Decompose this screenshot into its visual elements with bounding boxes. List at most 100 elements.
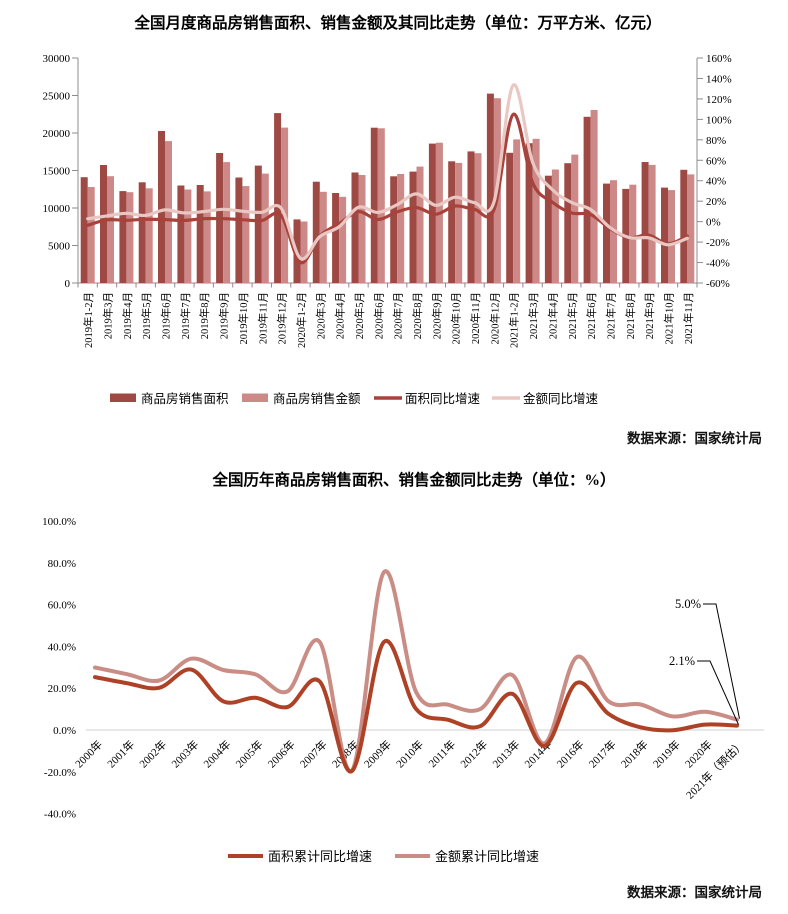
- left-axis-tick-label: 25000: [43, 91, 71, 103]
- annual-y-axis-tick-label: 0.0%: [53, 725, 76, 737]
- annual-x-axis-label: 2001年: [104, 737, 137, 770]
- monthly-chart-title: 全国月度商品房销售面积、销售金额及其同比走势（单位：万平方米、亿元）: [133, 13, 661, 32]
- right-axis-tick-label: 100%: [706, 114, 732, 126]
- monthly-x-axis-label: 2021年7月: [605, 292, 618, 339]
- monthly-x-axis-label: 2021年6月: [585, 292, 598, 339]
- annual-x-axis-label: 2009年: [361, 737, 394, 770]
- right-axis-tick-label: 160%: [706, 53, 732, 65]
- bar-sales-area: [390, 176, 398, 283]
- monthly-chart-source: 数据来源：国家统计局: [627, 430, 762, 446]
- right-axis-tick-label: -40%: [706, 258, 730, 270]
- bar-sales-amount: [358, 175, 366, 283]
- bar-sales-amount: [107, 176, 114, 283]
- bar-sales-area: [119, 191, 127, 283]
- bar-sales-amount: [261, 173, 269, 283]
- monthly-x-axis-label: 2021年4月: [546, 292, 559, 339]
- annual-x-axis-label: 2016年: [553, 737, 586, 770]
- monthly-x-axis-label: 2021年1-2月: [508, 292, 521, 348]
- bar-sales-area: [544, 175, 552, 283]
- bar-sales-area: [525, 143, 533, 283]
- bar-sales-amount: [455, 162, 463, 283]
- bar-sales-amount: [223, 162, 231, 283]
- bar-sales-area: [80, 177, 88, 283]
- right-axis-tick-label: -20%: [706, 237, 730, 249]
- bar-sales-area: [583, 116, 591, 283]
- bar-sales-area: [486, 93, 494, 283]
- annual-legend: 面积累计同比增速 金额累计同比增速: [228, 849, 539, 864]
- right-axis-tick-label: 140%: [706, 73, 732, 85]
- bar-sales-area: [235, 177, 243, 283]
- monthly-x-axis-label: 2020年11月: [469, 292, 482, 344]
- annual-x-axis-label: 2007年: [297, 737, 330, 770]
- bar-sales-amount: [281, 127, 289, 283]
- bar-sales-area: [564, 163, 572, 283]
- bar-sales-amount: [648, 164, 656, 283]
- legend-label: 商品房销售金额: [273, 391, 361, 406]
- annual-sales-chart: 全国历年商品房销售面积、销售金额同比走势（单位：%） 100.0% 80.0% 60…: [0, 450, 788, 914]
- bar-sales-area: [680, 169, 688, 283]
- annual-y-axis-tick-label: -40.0%: [44, 809, 76, 821]
- annual-y-axis-tick-label: 60.0%: [48, 600, 76, 612]
- annual-y-axis-tick-label: -20.0%: [44, 767, 76, 779]
- right-axis-tick-label: 120%: [706, 94, 732, 106]
- annual-x-axis-label: 2017年: [585, 737, 618, 770]
- monthly-x-axis-label: 2020年3月: [314, 292, 327, 339]
- bar-sales-amount: [474, 153, 482, 283]
- bar-sales-area: [332, 193, 340, 283]
- annual-x-axis-label: 2005年: [232, 737, 265, 770]
- annual-x-axis-label: 2006年: [264, 737, 297, 770]
- bar-sales-amount: [571, 154, 579, 283]
- bar-sales-amount: [203, 191, 211, 283]
- bar-sales-amount: [184, 189, 192, 283]
- annual-x-axis-label: 2004年: [200, 737, 233, 770]
- annual-x-axis-labels: 2000年 2001年 2002年 2003年 2004年 2005年 2006年 2007年…: [72, 737, 747, 801]
- bar-sales-amount: [416, 166, 424, 283]
- left-axis-tick-label: 30000: [43, 53, 71, 65]
- bar-sales-area: [158, 131, 165, 283]
- right-axis-tick-label: 20%: [706, 196, 726, 208]
- bar-sales-area: [409, 171, 417, 283]
- annual-x-axis-label: 2013年: [489, 737, 522, 770]
- line-area-yoy-growth: [86, 112, 689, 265]
- annual-y-axis-tick-label: 20.0%: [48, 683, 76, 695]
- bar-sales-area: [312, 181, 320, 283]
- bar-sales-amount: [397, 174, 405, 283]
- monthly-x-axis-label: 2019年7月: [179, 292, 192, 339]
- monthly-x-axis-label: 2019年10月: [237, 292, 250, 345]
- left-axis-tick-label: 15000: [43, 166, 71, 178]
- monthly-x-axis-label: 2021年8月: [624, 292, 637, 339]
- bar-sales-amount: [242, 186, 250, 283]
- right-axis-tick-label: -60%: [706, 278, 730, 290]
- annual-x-axis-label: 2012年: [457, 737, 490, 770]
- line-amount-yoy-growth: [86, 83, 689, 261]
- bar-sales-area: [506, 152, 514, 283]
- monthly-bars: [80, 93, 695, 283]
- line-area-cumulative-yoy: [93, 638, 739, 774]
- annotation-leader-line: [697, 660, 739, 725]
- monthly-legend: 商品房销售面积 商品房销售金额 面积同比增速 金额同比增速: [110, 391, 599, 406]
- annual-x-axis-label: 2010年: [393, 737, 426, 770]
- annual-x-axis-label: 2020年: [682, 737, 715, 770]
- bar-sales-area: [351, 172, 359, 283]
- bar-sales-amount: [532, 138, 540, 283]
- line-amount-cumulative-yoy: [93, 569, 739, 774]
- monthly-x-axis-label: 2020年5月: [353, 292, 366, 339]
- legend-label: 面积累计同比增速: [268, 849, 372, 864]
- bar-sales-area: [274, 113, 282, 283]
- monthly-x-axis-label: 2019年12月: [276, 292, 289, 345]
- bar-sales-area: [370, 127, 378, 283]
- bar-sales-area: [100, 165, 107, 283]
- annual-y-axis-tick-label: 40.0%: [48, 641, 76, 653]
- legend-swatch-商品房销售金额: [242, 393, 268, 402]
- bar-sales-amount: [668, 190, 675, 283]
- bar-sales-amount: [319, 191, 327, 283]
- monthly-x-axis-label: 2020年6月: [372, 292, 385, 339]
- monthly-x-axis-label: 2020年1-2月: [295, 292, 308, 348]
- monthly-x-axis-label: 2020年10月: [450, 292, 463, 345]
- monthly-x-axis-label: 2020年12月: [488, 292, 501, 345]
- monthly-x-axis-label: 2021年3月: [527, 292, 540, 339]
- bar-sales-area: [177, 185, 185, 283]
- left-axis-tick-label: 0: [65, 278, 71, 290]
- annual-y-axis-tick-labels: 100.0% 80.0% 60.0% 40.0% 20.0% 0.0% -20.0% -40.…: [42, 516, 76, 821]
